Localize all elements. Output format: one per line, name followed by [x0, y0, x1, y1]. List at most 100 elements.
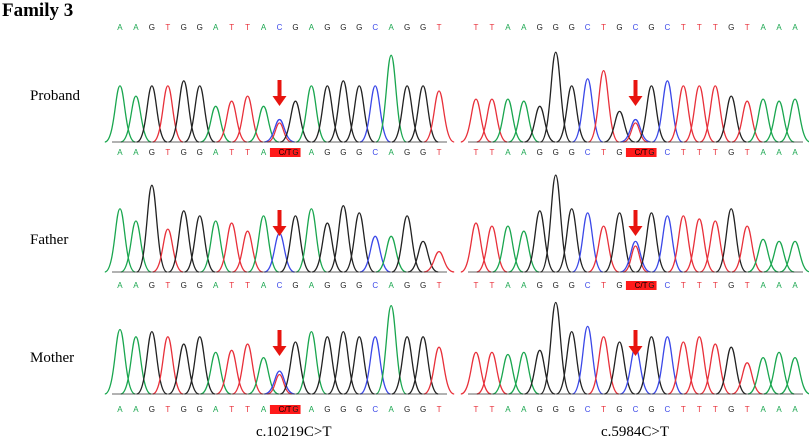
bottom-base-19: A	[776, 405, 782, 414]
bottom-base-16: G	[728, 405, 734, 414]
bottom-base-3: T	[165, 405, 170, 414]
bottom-base-3: A	[521, 405, 527, 414]
bottom-base-3: A	[521, 281, 527, 290]
top-base-19: G	[420, 23, 426, 32]
bottom-base-2: G	[149, 148, 155, 157]
het-peak	[623, 245, 648, 273]
peak-12	[295, 330, 327, 395]
peak-1	[120, 336, 152, 395]
peak-5	[539, 51, 572, 143]
top-base-9: A	[261, 23, 267, 32]
peak-20	[779, 98, 809, 143]
peak-10	[264, 370, 295, 395]
top-base-3: A	[521, 23, 527, 32]
bottom-base-20: T	[437, 281, 442, 290]
top-base-5: G	[197, 23, 203, 32]
peak-12	[651, 80, 683, 143]
peak-13	[667, 341, 699, 395]
bottom-base-11: G	[648, 148, 654, 157]
peak-11	[280, 100, 311, 143]
bottom-base-8: T	[601, 405, 606, 414]
bottom-base-10: C	[633, 405, 639, 414]
peak-11	[635, 212, 667, 273]
het-call-label: C/T	[279, 148, 292, 157]
bottom-base-13: T	[681, 281, 686, 290]
top-base-14: T	[697, 23, 702, 32]
bottom-base-20: T	[437, 148, 442, 157]
het-call-label: C/T	[279, 405, 292, 414]
bottom-base-5: G	[197, 148, 203, 157]
peak-0	[460, 222, 492, 273]
peak-4	[168, 80, 200, 143]
bottom-base-5: G	[553, 405, 559, 414]
bottom-base-2: A	[505, 281, 511, 290]
bottom-base-13: G	[324, 281, 330, 290]
peak-17	[375, 235, 407, 273]
bottom-base-12: C	[665, 148, 671, 157]
top-base-4: G	[537, 23, 543, 32]
bottom-base-4: G	[537, 405, 543, 414]
bottom-base-0: T	[474, 281, 479, 290]
bottom-base-8: T	[601, 148, 606, 157]
bottom-base-9: A	[261, 148, 267, 157]
bottom-base-17: A	[388, 148, 394, 157]
bottom-base-12: A	[309, 405, 315, 414]
peak-7	[572, 78, 604, 143]
bottom-base-4: G	[181, 148, 187, 157]
top-base-18: A	[760, 23, 766, 32]
peak-18	[747, 356, 779, 395]
peak-8	[232, 230, 264, 273]
bottom-base-10: C	[277, 281, 283, 290]
row-label-proband: Proband	[30, 88, 80, 104]
bottom-base-6: G	[569, 148, 575, 157]
peak-5	[184, 215, 216, 273]
bottom-base-20: A	[792, 405, 798, 414]
top-base-1: A	[133, 23, 139, 32]
peak-3	[152, 228, 184, 273]
bottom-base-3: T	[165, 148, 170, 157]
peak-15	[343, 212, 375, 273]
top-base-17: T	[745, 23, 750, 32]
top-base-7: T	[229, 23, 234, 32]
peak-20	[423, 250, 455, 273]
peak-16	[359, 235, 391, 273]
top-base-6: G	[569, 23, 575, 32]
bottom-base-1: T	[489, 148, 494, 157]
bottom-base-0: T	[474, 405, 479, 414]
peak-18	[747, 238, 779, 273]
peak-6	[556, 330, 588, 395]
top-base-15: T	[713, 23, 718, 32]
peak-8	[588, 336, 620, 395]
peak-3	[508, 351, 540, 395]
bottom-base-16: G	[728, 281, 734, 290]
bottom-base-0: A	[117, 405, 123, 414]
peak-10	[620, 240, 651, 273]
het-peak	[623, 122, 648, 143]
bottom-base-2: G	[149, 405, 155, 414]
bottom-base-9: G	[616, 148, 622, 157]
bottom-base-6: G	[569, 405, 575, 414]
peak-17	[731, 362, 763, 395]
peak-10	[264, 118, 295, 143]
bottom-base-0: T	[474, 148, 479, 157]
peak-10	[620, 118, 651, 143]
bottom-base-4: G	[537, 148, 543, 157]
bottom-base-7: C	[585, 281, 591, 290]
bottom-base-12: A	[309, 148, 315, 157]
bottom-base-6: A	[213, 405, 219, 414]
peak-15	[699, 220, 731, 273]
bottom-base-5: G	[197, 281, 203, 290]
het-call-label: C/T	[635, 281, 648, 290]
peak-2	[492, 353, 524, 395]
bottom-base-18: G	[404, 148, 410, 157]
top-base-9: G	[616, 23, 622, 32]
mutation-arrow-head	[628, 346, 643, 356]
bottom-base-5: G	[553, 148, 559, 157]
bottom-base-17: T	[745, 281, 750, 290]
bottom-base-11: G	[648, 281, 654, 290]
bottom-base-0: A	[117, 281, 123, 290]
peak-13	[667, 85, 699, 143]
bottom-base-9: A	[261, 405, 267, 414]
het-call-label: C/T	[635, 148, 648, 157]
